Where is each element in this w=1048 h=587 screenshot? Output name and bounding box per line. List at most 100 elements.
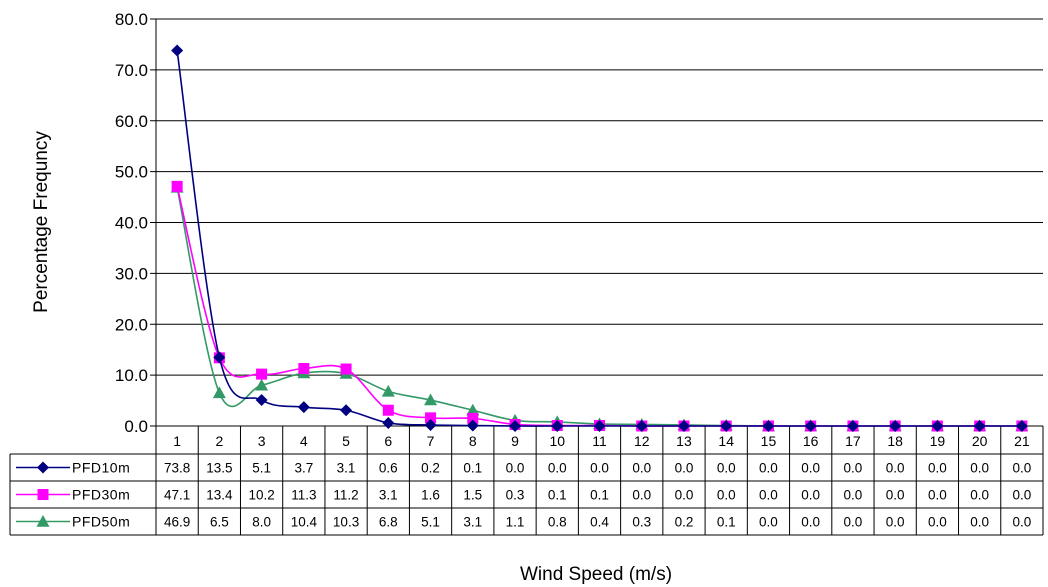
- y-tick-label: 20.0: [115, 315, 148, 334]
- x-tick-label: 21: [1014, 433, 1030, 449]
- data-point: [171, 44, 184, 57]
- table-cell-value: 0.0: [675, 488, 694, 503]
- table-cell-value: 0.0: [1012, 461, 1031, 476]
- table-cell-value: 47.1: [164, 488, 190, 503]
- data-point: [466, 419, 479, 432]
- x-tick-label: 4: [300, 433, 308, 449]
- table-cell-value: 0.0: [1012, 488, 1031, 503]
- table-cell-value: 13.4: [206, 488, 233, 503]
- data-point: [593, 420, 606, 432]
- table-cell-value: 11.3: [291, 488, 316, 503]
- table-cell-value: 0.0: [801, 461, 820, 476]
- x-tick-label: 19: [930, 433, 946, 449]
- table-cell-value: 0.4: [590, 515, 609, 530]
- table-cell-value: 1.6: [421, 488, 440, 503]
- table-cell-value: 0.2: [675, 515, 694, 530]
- table-cell-value: 3.1: [463, 515, 482, 530]
- data-point: [256, 368, 268, 380]
- x-tick-label: 17: [845, 433, 861, 449]
- table-cell-value: 10.2: [248, 488, 274, 503]
- table-cell-value: 0.0: [970, 488, 989, 503]
- table-cell-value: 5.1: [421, 515, 440, 530]
- table-cell-value: 0.0: [928, 461, 947, 476]
- series-PFD30m: [171, 180, 1028, 432]
- y-axis-label: Percentage Frequncy: [31, 131, 52, 313]
- x-tick-label: 15: [761, 433, 777, 449]
- data-point: [381, 384, 395, 397]
- data-point: [551, 420, 564, 432]
- data-point: [466, 403, 480, 416]
- table-cell-value: 0.0: [928, 488, 947, 503]
- table-cell-value: 0.0: [886, 461, 905, 476]
- table-cell-value: 0.1: [590, 488, 609, 503]
- x-tick-label: 20: [972, 433, 988, 449]
- data-point: [1015, 420, 1028, 432]
- table-cell-value: 0.0: [886, 515, 905, 530]
- data-point: [467, 412, 479, 424]
- table-cell-value: 0.1: [463, 461, 482, 476]
- data-point: [509, 420, 522, 432]
- data-point: [382, 416, 395, 429]
- table-cell-value: 0.0: [506, 461, 525, 476]
- table-cell-value: 0.0: [632, 461, 651, 476]
- table-cell-value: 10.3: [333, 515, 359, 530]
- x-axis-label: Wind Speed (m/s): [520, 564, 672, 585]
- x-tick-label: 14: [718, 433, 734, 449]
- table-cell-value: 0.1: [548, 488, 567, 503]
- data-point: [804, 420, 817, 432]
- data-point: [298, 363, 310, 375]
- data-point: [255, 394, 268, 407]
- y-tick-label: 50.0: [115, 163, 148, 182]
- data-point: [889, 420, 902, 432]
- data-point: [382, 404, 394, 416]
- legend-marker: [37, 461, 49, 474]
- table-cell-value: 5.1: [252, 461, 271, 476]
- plot-area: [170, 44, 1029, 432]
- legend-marker: [37, 489, 49, 500]
- table-cell-value: 0.3: [506, 488, 525, 503]
- y-tick-label: 30.0: [115, 264, 148, 283]
- data-point: [973, 420, 986, 432]
- table-cell-value: 0.0: [928, 515, 947, 530]
- data-point: [931, 420, 944, 432]
- legend-label: PFD50m: [72, 514, 130, 530]
- table-cell-value: 0.0: [717, 461, 736, 476]
- y-tick-label: 10.0: [115, 366, 148, 385]
- x-tick-label: 7: [427, 433, 435, 449]
- data-point: [425, 412, 437, 424]
- table-cell-value: 8.0: [252, 515, 271, 530]
- table-cell-value: 0.6: [379, 461, 398, 476]
- table-cell-value: 3.1: [379, 488, 398, 503]
- table-cell-value: 6.5: [210, 515, 229, 530]
- series-line: [176, 187, 1022, 427]
- data-point: [340, 404, 353, 417]
- table-cell-value: 1.1: [506, 515, 525, 530]
- y-tick-label: 80.0: [115, 10, 148, 29]
- x-tick-label: 13: [676, 433, 692, 449]
- data-point: [212, 386, 226, 399]
- table-cell-value: 13.5: [206, 461, 232, 476]
- data-point: [762, 420, 775, 432]
- x-tick-label: 3: [258, 433, 266, 449]
- data-point: [635, 420, 648, 432]
- table-cell-value: 46.9: [164, 515, 190, 530]
- legend-label: PFD10m: [72, 460, 130, 476]
- data-point: [340, 363, 352, 375]
- table-cell-value: 0.0: [970, 461, 989, 476]
- x-tick-label: 11: [592, 433, 607, 449]
- table-cell-value: 3.7: [294, 461, 313, 476]
- data-point: [677, 420, 690, 432]
- data-point: [424, 393, 438, 406]
- data-point: [424, 418, 437, 431]
- y-tick-label: 70.0: [115, 61, 148, 80]
- table-cell-value: 0.1: [717, 515, 736, 530]
- y-tick-label: 60.0: [115, 112, 148, 131]
- y-tick-label: 0.0: [124, 417, 148, 436]
- x-tick-label: 9: [511, 433, 519, 449]
- table-cell-value: 6.8: [379, 515, 398, 530]
- x-tick-label: 16: [803, 433, 819, 449]
- gridlines: [150, 18, 1043, 427]
- table-cell-value: 0.0: [759, 488, 778, 503]
- table-cell-value: 1.5: [463, 488, 482, 503]
